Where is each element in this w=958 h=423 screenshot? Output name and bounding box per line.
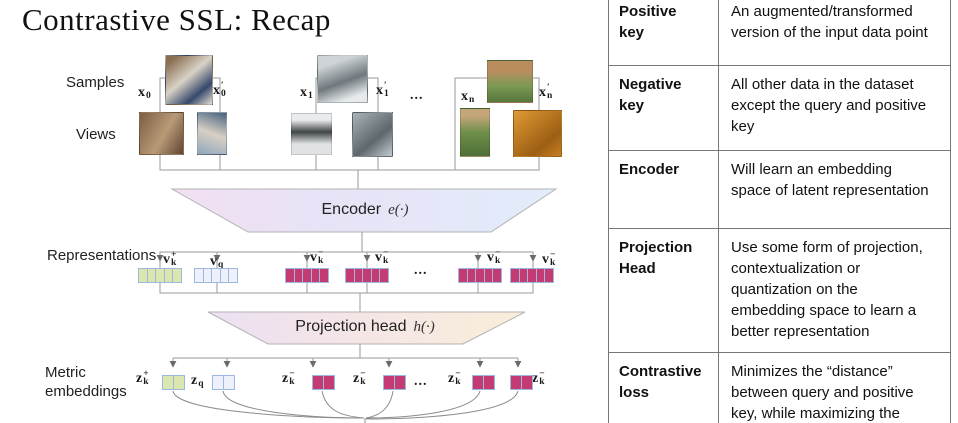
table-desc-projection-head: Use some form of projection, contextuali… <box>719 229 950 353</box>
metric-label-line1: Metric <box>45 364 86 381</box>
z-blocks-negative-4 <box>510 375 533 390</box>
label-x0-prime: x ′ 0 <box>213 81 226 99</box>
z-blocks-negative-3 <box>472 375 495 390</box>
encoder-label: Encoder e(·) <box>240 201 490 219</box>
table-desc-contrastive-loss: Minimizes the “distance” between query a… <box>731 363 914 422</box>
rep-blocks-negative-1 <box>285 268 329 283</box>
samples-row-label: Samples <box>66 74 125 91</box>
convergence-curves <box>172 390 519 423</box>
rep-blocks-positive <box>138 268 182 283</box>
projection-fn: h(·) <box>413 319 435 335</box>
encoder-shape <box>170 188 558 233</box>
view-image-xn <box>460 108 490 157</box>
z-blocks-query <box>212 375 235 390</box>
metric-embeddings-row-label: Metric embeddings <box>45 363 127 401</box>
view-image-x0-prime <box>197 112 227 155</box>
metric-label-line2: embeddings <box>45 383 127 400</box>
rep-blocks-negative-3 <box>458 268 502 283</box>
representations-row-label: Representations <box>47 247 157 264</box>
table-term-contrastive-loss: Contrastive loss <box>609 353 719 423</box>
table-desc-positive-key: An augmented/transformed version of the … <box>719 0 950 66</box>
definitions-table: Positive key An augmented/transformed ve… <box>608 0 951 423</box>
table-term-positive-key: Positive key <box>609 0 719 66</box>
sample-image-xn <box>487 60 533 103</box>
sample-image-x0 <box>165 55 213 105</box>
label-vk-plus: v + k <box>163 250 177 268</box>
projection-head-shape <box>207 311 526 345</box>
view-image-x1 <box>291 113 332 155</box>
label-zk-minus-3: z − k <box>448 369 461 387</box>
projection-label-text: Projection head <box>295 318 407 335</box>
samples-ellipsis: ... <box>410 88 424 103</box>
page-title: Contrastive SSL: Recap <box>22 2 331 37</box>
views-row-label: Views <box>76 126 116 143</box>
encoder-fn: e(·) <box>388 202 409 218</box>
representations-ellipsis: ... <box>414 263 428 278</box>
rep-blocks-query <box>194 268 238 283</box>
label-vk-minus-2: v − k <box>375 248 389 266</box>
view-image-x0 <box>139 112 184 155</box>
label-zk-minus-2: z − k <box>353 369 366 387</box>
sample-image-x1 <box>317 55 368 103</box>
table-desc-encoder: Will learn an embedding space of latent … <box>719 151 950 229</box>
table-desc-negative-key: All other data in the dataset except the… <box>719 66 950 151</box>
label-vk-minus-3: v − k <box>487 248 501 266</box>
label-zk-plus: z + k <box>136 369 149 387</box>
table-term-encoder: Encoder <box>609 151 719 229</box>
label-vk-minus-4: v − k <box>542 250 556 268</box>
z-blocks-positive <box>162 375 185 390</box>
view-image-x1-prime <box>352 112 393 157</box>
rep-blocks-negative-2 <box>345 268 389 283</box>
label-vk-minus-1: v − k <box>310 248 324 266</box>
rep-blocks-negative-4 <box>510 268 554 283</box>
metric-ellipsis: ... <box>414 374 428 389</box>
table-term-projection-head: Projection Head <box>609 229 719 353</box>
projection-head-label: Projection head h(·) <box>250 318 480 336</box>
z-blocks-negative-2 <box>383 375 406 390</box>
table-term-negative-key: Negative key <box>609 66 719 151</box>
label-zk-minus-1: z − k <box>282 369 295 387</box>
label-xn-prime: x ′ n <box>539 83 553 101</box>
label-zk-minus-4: z − k <box>532 369 545 387</box>
encoder-label-text: Encoder <box>321 201 382 218</box>
z-blocks-negative-1 <box>312 375 335 390</box>
label-x1-prime: x ′ 1 <box>376 81 389 99</box>
view-image-xn-prime <box>513 110 562 157</box>
